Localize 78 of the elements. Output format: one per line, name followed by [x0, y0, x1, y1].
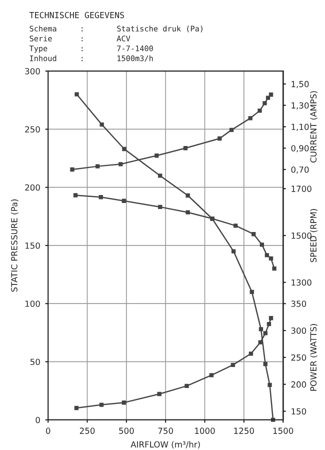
- point: [122, 400, 126, 405]
- y-axis-title: STATIC PRESSURE (Pa): [10, 199, 18, 292]
- point: [260, 242, 264, 247]
- y-tick-label: 150: [25, 242, 40, 249]
- y-tick-label: 200: [25, 184, 40, 191]
- point: [268, 92, 274, 97]
- point: [266, 96, 270, 100]
- x-tick-label: 750: [158, 428, 173, 434]
- y-tick-label: 100: [25, 300, 40, 307]
- y-tick-label: 300: [291, 327, 306, 334]
- point: [158, 174, 162, 178]
- y2-tick-label: 1,50: [292, 80, 309, 88]
- point: [248, 116, 252, 120]
- x-tick-label: 1500: [273, 428, 294, 434]
- x-tick-label: 0: [46, 428, 50, 434]
- y3-tick-label: 1300: [292, 279, 312, 286]
- point: [229, 128, 234, 132]
- y-tick-label: 150: [292, 408, 306, 415]
- x-tick-label: 250: [80, 428, 95, 434]
- y2-axis-title: CURRENT (AMPS): [310, 91, 318, 162]
- point: [122, 198, 126, 203]
- x-tick-label: 1250: [234, 428, 254, 434]
- point: [70, 167, 74, 172]
- point: [118, 162, 123, 166]
- point: [73, 193, 78, 198]
- y-tick-label: 250: [25, 126, 40, 133]
- y2-tick-label: 0,90: [291, 145, 309, 152]
- point: [258, 108, 262, 113]
- x-tick-label: 500: [119, 428, 134, 434]
- y-tick-label: 50: [30, 358, 40, 366]
- point: [186, 210, 190, 214]
- y-tick-label: 350: [291, 300, 306, 307]
- y2-tick-label: 0,70: [291, 166, 309, 174]
- y2-tick-label: 1,30: [292, 102, 309, 110]
- x-axis-title: AIRFLOW (m³/hr): [130, 441, 200, 449]
- point: [250, 290, 254, 294]
- point: [183, 146, 188, 150]
- y-axis-title: POWER (WATTS): [310, 324, 318, 391]
- point: [158, 204, 162, 210]
- point: [234, 224, 238, 228]
- point: [264, 253, 270, 258]
- point: [99, 402, 104, 407]
- point: [184, 384, 189, 388]
- point: [231, 249, 236, 254]
- point: [268, 316, 274, 320]
- y2-tick-label: 1,10: [292, 124, 309, 131]
- y3-tick-label: 1500: [292, 232, 312, 239]
- point: [157, 392, 162, 396]
- point: [258, 327, 264, 332]
- x-tick-label: 1000: [195, 428, 215, 434]
- point: [262, 101, 267, 106]
- point: [186, 193, 190, 198]
- point: [252, 232, 256, 236]
- point: [74, 92, 79, 96]
- point: [268, 256, 274, 261]
- point: [258, 340, 262, 344]
- point: [272, 266, 276, 271]
- point: [209, 373, 214, 378]
- point: [263, 362, 268, 366]
- point: [230, 362, 236, 368]
- point: [248, 352, 254, 356]
- y3-tick-label: 1700: [292, 186, 312, 192]
- point: [100, 122, 104, 127]
- point: [218, 136, 222, 141]
- point: [96, 164, 100, 168]
- point: [268, 382, 272, 388]
- y3-axis-title: SPEED (RPM): [310, 209, 318, 262]
- y-tick-label: 300: [25, 68, 40, 74]
- point: [122, 146, 126, 152]
- point: [263, 331, 268, 336]
- chart-title: TECHNISCHE GEGEVENS: [29, 12, 124, 18]
- y-tick-label: 0: [36, 416, 40, 424]
- y-tick-label: 250: [291, 354, 306, 361]
- y-tick-label: 200: [291, 381, 306, 388]
- point: [74, 406, 79, 410]
- point: [154, 154, 159, 158]
- point: [266, 322, 272, 326]
- point: [98, 195, 103, 200]
